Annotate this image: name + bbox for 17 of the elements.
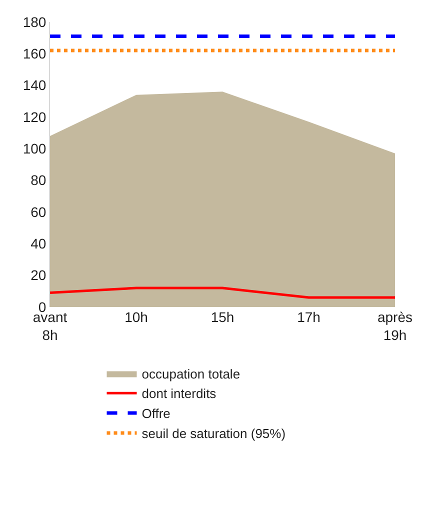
y-tick-label: 160	[22, 46, 46, 62]
x-tick-label: 15h	[210, 309, 234, 325]
legend-label: Offre	[142, 406, 170, 422]
x-tick-label: 17h	[297, 309, 320, 325]
y-tick-label: 120	[22, 108, 46, 125]
legend-label: seuil de saturation (95%)	[142, 426, 286, 442]
x-tick-label: 10h	[124, 309, 148, 325]
y-tick-label: 180	[22, 14, 46, 30]
y-tick-label: 40	[30, 236, 46, 252]
y-tick-label: 60	[30, 204, 46, 220]
legend-label: occupation totale	[142, 366, 240, 382]
y-tick-label: 80	[30, 172, 46, 188]
y-tick-label: 20	[30, 267, 46, 284]
legend-label: dont interdits	[142, 386, 217, 402]
y-tick-label: 100	[22, 140, 46, 157]
y-tick-label: 140	[22, 77, 46, 94]
x-tick-label: après 19h	[377, 309, 413, 344]
